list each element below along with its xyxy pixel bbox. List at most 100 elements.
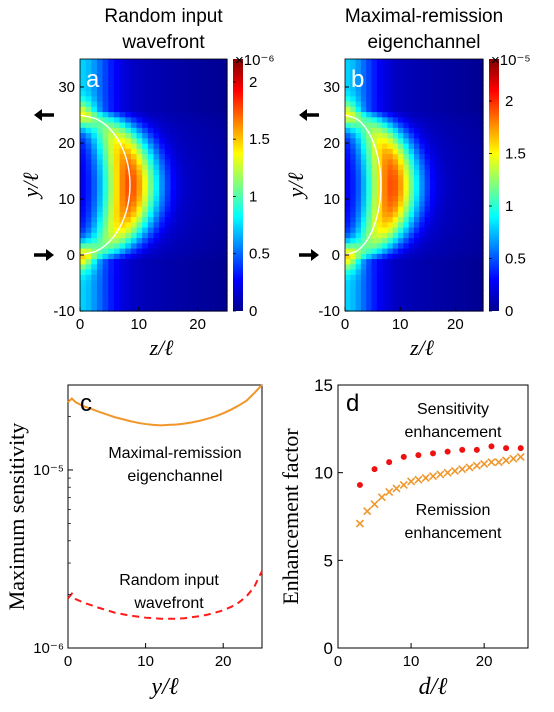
heat-cell: [187, 300, 194, 307]
heat-cell: [392, 295, 399, 302]
heat-cell: [419, 90, 426, 97]
heat-cell: [159, 122, 166, 128]
heat-cell: [147, 111, 155, 118]
heat-cell: [96, 258, 104, 265]
heat-cell: [170, 132, 177, 139]
heat-cell: [193, 305, 200, 312]
heat-cell: [440, 143, 447, 149]
heat-cell: [85, 127, 92, 134]
heat-cell: [371, 279, 378, 286]
heat-cell: [345, 290, 351, 296]
heat-cell: [210, 190, 217, 197]
heat-cell: [164, 242, 172, 249]
heat-cell: [159, 164, 166, 170]
colorbar-tick-label: 0: [249, 303, 257, 320]
heat-cell: [204, 284, 211, 291]
y-axis-label: Maximum sensitivity: [4, 423, 29, 611]
heat-cell: [350, 305, 357, 312]
heat-cell: [113, 95, 121, 102]
heat-cell: [221, 237, 228, 244]
heat-cell: [345, 69, 351, 76]
heat-cell: [80, 127, 87, 134]
heat-cell: [355, 221, 362, 228]
heat-cell: [472, 111, 479, 118]
heat-cell: [451, 59, 458, 65]
heat-cell: [221, 216, 228, 223]
heat-cell: [102, 284, 109, 291]
sensitivity-point: [430, 450, 436, 457]
heat-cell: [355, 263, 362, 270]
heat-cell: [204, 111, 211, 118]
heat-cell: [387, 263, 394, 270]
heat-cell: [204, 211, 211, 218]
heat-cell: [366, 148, 373, 155]
heat-cell: [215, 64, 222, 71]
heat-cell: [398, 59, 404, 65]
heat-cell: [142, 300, 149, 307]
heat-cell: [164, 59, 172, 65]
heat-cell: [181, 164, 189, 170]
heat-cell: [85, 284, 92, 291]
heat-cell: [85, 237, 92, 244]
heat-cell: [387, 295, 394, 302]
heat-cell: [345, 248, 351, 254]
heat-cell: [435, 279, 442, 286]
heat-cell: [119, 284, 126, 291]
heat-cell: [387, 127, 394, 134]
heat-cell: [108, 174, 115, 181]
heat-cell: [170, 248, 177, 254]
heat-cell: [461, 253, 468, 260]
heat-cell: [153, 295, 160, 302]
heat-cell: [108, 242, 115, 249]
heat-cell: [387, 132, 394, 139]
heat-cell: [153, 206, 160, 212]
heat-cell: [392, 258, 399, 265]
heat-cell: [456, 106, 463, 113]
heat-cell: [371, 69, 378, 76]
heat-cell: [193, 258, 200, 265]
heat-cell: [85, 295, 92, 302]
heat-cell: [108, 74, 115, 81]
heat-cell: [451, 95, 458, 102]
heat-cell: [398, 227, 404, 233]
heat-cell: [164, 190, 172, 197]
heat-cell: [80, 211, 87, 218]
heat-cell: [419, 305, 426, 312]
heat-cell: [193, 80, 200, 86]
heat-cell: [96, 195, 104, 202]
heat-cell: [398, 158, 404, 165]
heat-cell: [461, 195, 468, 202]
heat-cell: [193, 137, 200, 144]
heat-cell: [108, 80, 115, 86]
heat-cell: [366, 185, 373, 191]
heat-cell: [414, 185, 420, 191]
heat-cell: [187, 64, 194, 71]
heat-cell: [345, 305, 351, 312]
heat-cell: [215, 132, 222, 139]
heat-cell: [392, 211, 399, 218]
heat-cell: [376, 227, 383, 233]
heat-cell: [159, 143, 166, 149]
heat-cell: [424, 295, 431, 302]
heat-cell: [366, 258, 373, 265]
remission-point: [465, 463, 474, 472]
heat-cell: [371, 64, 378, 71]
heat-cell: [85, 211, 92, 218]
heat-cell: [187, 106, 194, 113]
heat-cell: [96, 80, 104, 86]
heat-cell: [429, 227, 436, 233]
heat-cell: [435, 74, 442, 81]
heat-cell: [159, 200, 166, 207]
heat-cell: [113, 90, 121, 97]
heat-cell: [398, 69, 404, 76]
heat-cell: [424, 206, 431, 212]
heat-cell: [451, 274, 458, 281]
heat-cell: [350, 237, 357, 244]
heat-cell: [387, 216, 394, 223]
heat-cell: [387, 85, 394, 92]
heat-cell: [142, 269, 149, 275]
heat-cell: [136, 221, 143, 228]
heat-cell: [445, 242, 452, 249]
heat-cell: [472, 74, 479, 81]
heat-cell: [164, 227, 172, 233]
